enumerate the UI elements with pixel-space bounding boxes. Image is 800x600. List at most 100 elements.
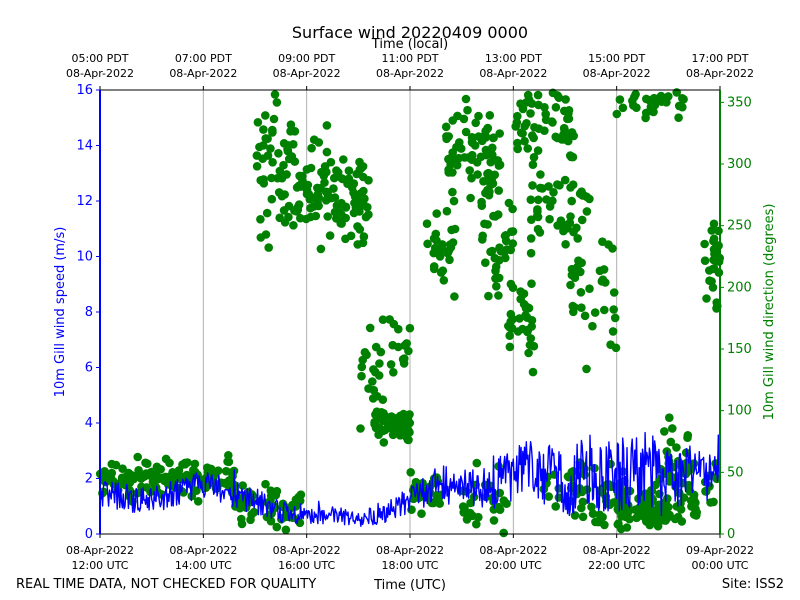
direction-point	[568, 152, 578, 162]
direction-point	[453, 111, 462, 121]
direction-point	[624, 507, 633, 516]
direction-point	[591, 517, 600, 527]
direction-point	[687, 502, 696, 511]
direction-point	[442, 206, 452, 216]
direction-point	[150, 473, 160, 482]
direction-point	[329, 184, 338, 193]
right-y-tick-label: 100	[727, 404, 752, 419]
direction-point	[255, 142, 264, 152]
direction-point	[399, 409, 408, 419]
direction-point	[577, 503, 586, 513]
direction-point	[282, 170, 291, 179]
direction-point	[595, 266, 605, 276]
direction-point	[496, 247, 506, 256]
direction-point	[341, 202, 351, 212]
direction-point	[369, 365, 378, 374]
direction-point	[678, 102, 687, 112]
direction-point	[386, 360, 396, 369]
direction-point	[495, 160, 505, 170]
direction-point	[529, 153, 539, 162]
direction-point	[508, 239, 518, 248]
direction-point	[649, 93, 659, 103]
direction-point	[587, 502, 596, 512]
direction-point	[645, 106, 655, 116]
direction-point	[293, 203, 303, 212]
x-tick-label-date: 08-Apr-2022	[66, 544, 134, 557]
direction-point	[237, 519, 247, 529]
direction-point	[567, 128, 577, 137]
direction-point	[527, 322, 536, 331]
direction-point	[472, 158, 482, 167]
direction-point	[472, 519, 481, 529]
direction-point	[502, 499, 511, 509]
right-y-tick-label: 150	[727, 342, 752, 357]
direction-point	[375, 359, 384, 368]
direction-point	[319, 171, 329, 181]
direction-point	[249, 507, 259, 517]
direction-point	[481, 145, 491, 155]
direction-point	[436, 268, 446, 277]
direction-point	[210, 469, 220, 479]
direction-point	[614, 519, 623, 528]
direction-point	[609, 288, 619, 297]
x-tick-label-date: 08-Apr-2022	[376, 544, 444, 557]
direction-point	[365, 323, 375, 333]
direction-point	[124, 468, 133, 478]
left-y-tick-label: 16	[76, 83, 93, 98]
direction-point	[630, 92, 639, 102]
x-tick-label-time: 20:00 UTC	[485, 559, 542, 572]
direction-point	[405, 323, 415, 333]
right-y-tick-label: 0	[727, 527, 735, 542]
direction-point	[374, 430, 383, 440]
direction-point	[598, 237, 607, 246]
direction-point	[343, 179, 352, 188]
direction-point	[577, 215, 587, 225]
direction-point	[483, 169, 492, 179]
direction-point	[388, 430, 398, 440]
direction-point	[275, 166, 285, 176]
direction-point	[534, 195, 543, 205]
direction-point	[492, 282, 501, 291]
direction-point	[672, 502, 682, 511]
direction-point	[506, 317, 515, 327]
direction-point	[678, 94, 687, 103]
direction-point	[568, 180, 578, 189]
direction-point	[467, 173, 476, 183]
direction-point	[566, 280, 575, 290]
direction-point	[511, 122, 520, 131]
top-tick-label-date: 08-Apr-2022	[686, 67, 754, 80]
top-axis-label: Time (local)	[371, 37, 448, 52]
direction-point	[349, 208, 359, 218]
direction-point	[448, 187, 457, 197]
direction-point	[107, 468, 117, 478]
direction-point	[394, 342, 403, 352]
direction-point	[461, 94, 471, 104]
direction-point	[143, 470, 152, 480]
direction-point	[544, 182, 553, 191]
direction-point	[461, 127, 471, 137]
direction-point	[292, 183, 302, 192]
direction-point	[323, 192, 333, 202]
direction-point	[368, 377, 377, 386]
axis-ticks: 08-Apr-2022 12:00 UTC 08-Apr-2022 14:00 UTC…	[66, 52, 754, 572]
direction-point	[294, 492, 304, 502]
direction-point	[270, 90, 280, 99]
direction-point	[224, 457, 234, 467]
direction-point	[417, 509, 426, 518]
direction-point	[422, 219, 432, 228]
direction-point	[180, 460, 190, 469]
direction-point	[501, 253, 510, 263]
direction-point	[545, 202, 555, 211]
top-tick-label-time: 13:00 PDT	[485, 52, 542, 65]
direction-point	[615, 506, 625, 516]
direction-point	[520, 136, 529, 146]
direction-point	[528, 367, 538, 377]
direction-point	[575, 189, 585, 198]
direction-point	[609, 305, 618, 314]
top-tick-label-date: 08-Apr-2022	[479, 67, 547, 80]
direction-point	[567, 196, 576, 206]
direction-point	[358, 172, 368, 182]
direction-point	[454, 153, 464, 163]
top-tick-label-date: 08-Apr-2022	[169, 67, 237, 80]
direction-point	[117, 477, 126, 487]
